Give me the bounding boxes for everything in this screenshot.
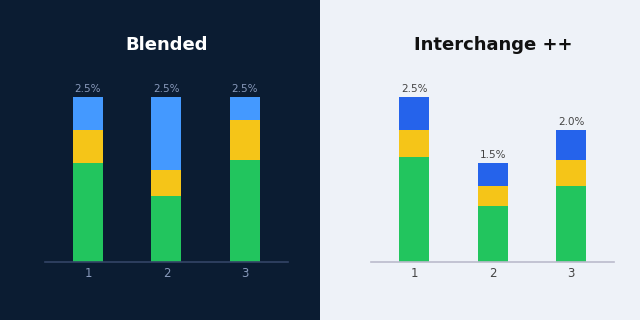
Bar [152, 97, 181, 170]
Title: Blended: Blended [125, 36, 207, 54]
Legend: Acquirer markup, Scheme fee, Interchange fee: Acquirer markup, Scheme fee, Interchange… [25, 317, 287, 320]
Text: 2.5%: 2.5% [401, 84, 428, 94]
Bar [399, 156, 429, 262]
Legend: Acquirer markup, Scheme fee, Interchange fee: Acquirer markup, Scheme fee, Interchange… [351, 317, 614, 320]
Bar [556, 130, 586, 160]
Bar [478, 186, 508, 206]
Bar [73, 163, 103, 262]
Bar [230, 160, 260, 262]
Bar [399, 130, 429, 156]
Text: 2.5%: 2.5% [232, 84, 258, 94]
Text: 2.0%: 2.0% [558, 117, 584, 127]
Bar [556, 186, 586, 262]
Bar [73, 130, 103, 163]
Bar [73, 97, 103, 130]
Text: 2.5%: 2.5% [75, 84, 101, 94]
Title: Interchange ++: Interchange ++ [413, 36, 572, 54]
Bar [230, 97, 260, 120]
Bar [152, 170, 181, 196]
Text: 1.5%: 1.5% [479, 150, 506, 160]
Bar [556, 160, 586, 186]
Bar [230, 120, 260, 160]
Bar [478, 163, 508, 186]
Bar [478, 206, 508, 262]
Text: 2.5%: 2.5% [153, 84, 180, 94]
Bar [399, 97, 429, 130]
Bar [152, 196, 181, 262]
